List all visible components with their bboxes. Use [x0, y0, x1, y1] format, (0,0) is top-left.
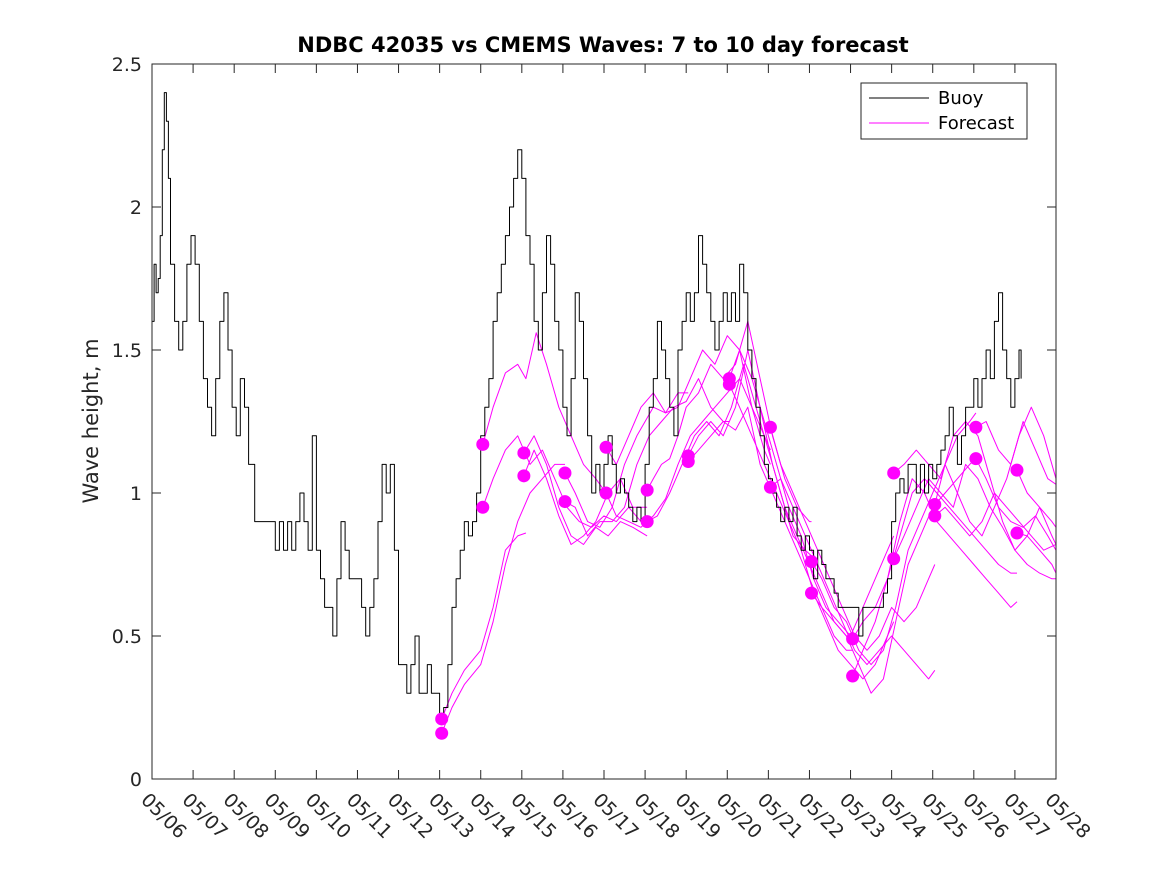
- forecast-start-marker: [928, 509, 942, 523]
- forecast-series-line: [523, 435, 648, 545]
- forecast-start-marker: [558, 495, 572, 509]
- forecast-start-marker: [599, 486, 613, 500]
- legend-box: [860, 82, 1028, 140]
- y-axis-label: Wave height, m: [79, 338, 103, 503]
- forecast-start-marker: [846, 632, 860, 646]
- y-tick-label: 0.5: [112, 626, 142, 648]
- legend-forecast-label: Forecast: [938, 113, 1014, 134]
- forecast-start-marker: [1010, 463, 1024, 477]
- forecast-start-marker: [969, 452, 983, 466]
- forecast-series-line: [811, 412, 977, 666]
- forecast-start-marker: [763, 420, 777, 434]
- forecast-start-marker: [558, 466, 572, 480]
- buoy-series-line: [152, 92, 1022, 723]
- forecast-series-line: [1016, 532, 1056, 574]
- y-tick-label: 1: [130, 483, 142, 505]
- forecast-series-line: [441, 532, 527, 720]
- forecast-series-line: [564, 392, 689, 528]
- forecast-series-line: [934, 406, 1056, 537]
- forecast-start-marker: [887, 466, 901, 480]
- forecast-start-marker: [928, 497, 942, 511]
- forecast-series-line: [852, 478, 1017, 640]
- forecast-start-marker: [805, 586, 819, 600]
- y-tick-label: 0: [130, 769, 142, 791]
- forecast-series-line: [1016, 469, 1056, 545]
- forecast-start-marker: [969, 420, 983, 434]
- chart-title: NDBC 42035 vs CMEMS Waves: 7 to 10 day f…: [297, 33, 908, 57]
- y-tick-label: 2: [130, 197, 142, 219]
- legend: Buoy Forecast: [860, 82, 1028, 140]
- forecast-start-marker: [640, 483, 654, 497]
- forecast-start-marker: [476, 500, 490, 514]
- forecast-start-marker: [681, 455, 695, 469]
- buoy-line: [152, 92, 1022, 723]
- forecast-series-line: [975, 458, 1056, 551]
- forecast-start-marker: [640, 515, 654, 529]
- forecast-start-marker: [1010, 526, 1024, 540]
- forecast-series-line: [482, 332, 607, 494]
- forecast-start-marker: [435, 726, 449, 740]
- y-tick-label: 2.5: [112, 54, 142, 76]
- forecast-series-line: [934, 492, 1056, 551]
- forecast-start-marker: [722, 377, 736, 391]
- forecast-series-line: [975, 421, 1056, 485]
- forecast-start-marker: [599, 440, 613, 454]
- forecast-series-line: [893, 463, 1056, 580]
- forecast-start-marker: [887, 552, 901, 566]
- y-tick-label: 1.5: [112, 340, 142, 362]
- forecast-series-line: [441, 463, 565, 734]
- forecast-series-line: [605, 378, 771, 528]
- forecast-start-marker: [476, 437, 490, 451]
- y-axis: 0 0.5 1 1.5 2 2.5: [112, 54, 1056, 791]
- legend-buoy-label: Buoy: [938, 88, 984, 109]
- forecast-start-marker: [517, 469, 531, 483]
- forecast-series-line: [605, 335, 771, 465]
- forecast-start-marker: [517, 446, 531, 460]
- forecast-series-line: [893, 421, 1056, 551]
- forecast-start-marker: [435, 712, 449, 726]
- forecast-start-marker: [805, 555, 819, 569]
- forecast-start-marker: [763, 480, 777, 494]
- forecast-markers: [435, 372, 1024, 740]
- forecast-start-marker: [846, 669, 860, 683]
